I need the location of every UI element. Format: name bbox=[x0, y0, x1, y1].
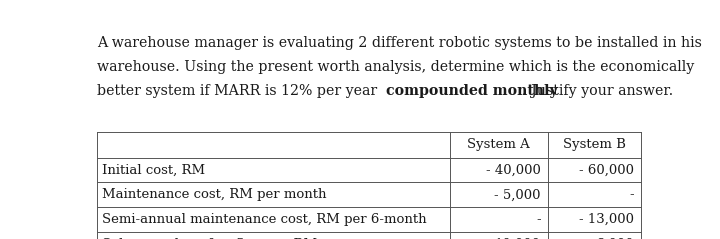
Text: 8,000: 8,000 bbox=[596, 238, 634, 239]
Text: - 40,000: - 40,000 bbox=[486, 163, 541, 176]
Text: - 5,000: - 5,000 bbox=[495, 188, 541, 201]
Text: warehouse. Using the present worth analysis, determine which is the economically: warehouse. Using the present worth analy… bbox=[97, 60, 695, 74]
Text: 10,000: 10,000 bbox=[495, 238, 541, 239]
Text: Semi-annual maintenance cost, RM per 6-month: Semi-annual maintenance cost, RM per 6-m… bbox=[102, 213, 426, 226]
Text: System B: System B bbox=[563, 138, 626, 151]
Text: A warehouse manager is evaluating 2 different robotic systems to be installed in: A warehouse manager is evaluating 2 diff… bbox=[97, 36, 702, 50]
Text: compounded monthly: compounded monthly bbox=[386, 84, 558, 98]
Text: Salvage value after 5 years, RM: Salvage value after 5 years, RM bbox=[102, 238, 317, 239]
Text: - 13,000: - 13,000 bbox=[579, 213, 634, 226]
Text: better system if MARR is 12% per year: better system if MARR is 12% per year bbox=[97, 84, 382, 98]
Text: Initial cost, RM: Initial cost, RM bbox=[102, 163, 205, 176]
Text: System A: System A bbox=[467, 138, 530, 151]
Text: Maintenance cost, RM per month: Maintenance cost, RM per month bbox=[102, 188, 326, 201]
Text: - 60,000: - 60,000 bbox=[579, 163, 634, 176]
Text: -: - bbox=[536, 213, 541, 226]
Text: -: - bbox=[629, 188, 634, 201]
Text: . Justify your answer.: . Justify your answer. bbox=[522, 84, 673, 98]
